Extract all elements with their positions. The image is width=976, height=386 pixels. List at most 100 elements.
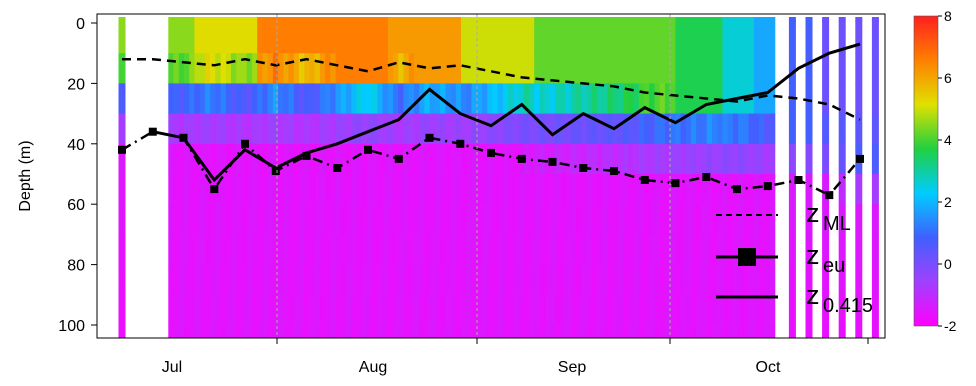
heatmap-column: [262, 143, 269, 175]
heatmap-column: [743, 294, 750, 326]
heatmap-column: [628, 113, 635, 145]
heatmap-column: [398, 264, 405, 296]
heatmap-column: [560, 264, 567, 296]
heatmap-column: [314, 83, 321, 115]
profile-bar: [805, 325, 813, 338]
heatmap-column: [346, 204, 352, 235]
heatmap-column: [173, 17, 180, 54]
heatmap-column: [502, 234, 509, 266]
legend: z MLz euz 0.415: [716, 198, 873, 317]
heatmap-column: [434, 204, 441, 235]
heatmap-column: [304, 264, 310, 296]
heatmap-column: [492, 113, 499, 145]
heatmap-column: [445, 294, 452, 326]
heatmap-column: [299, 264, 305, 296]
heatmap-column: [644, 325, 650, 338]
heatmap-column: [262, 294, 269, 326]
heatmap-column: [513, 174, 520, 205]
heatmap-column: [607, 294, 614, 326]
heatmap-column: [628, 53, 635, 84]
heatmap-column: [753, 17, 760, 54]
heatmap-column: [178, 325, 185, 338]
heatmap-column: [497, 204, 504, 235]
heatmap-column: [450, 113, 457, 145]
heatmap-column: [581, 234, 588, 266]
heatmap-column: [450, 204, 457, 235]
heatmap-column: [617, 264, 624, 296]
heatmap-column: [372, 264, 378, 296]
heatmap-column: [759, 204, 765, 235]
heatmap-column: [764, 294, 770, 326]
heatmap-column: [664, 325, 671, 338]
heatmap-column: [309, 113, 316, 145]
colorbar: 8 6 4 2 0 -2: [913, 8, 957, 334]
profile-bar: [855, 264, 863, 296]
heatmap-column: [513, 294, 520, 326]
heatmap-column: [712, 17, 718, 54]
heatmap-column: [476, 143, 483, 175]
heatmap-column: [701, 204, 708, 235]
heatmap-column: [455, 53, 462, 84]
heatmap-column: [340, 204, 347, 235]
heatmap-column: [654, 264, 661, 296]
heatmap-column: [732, 325, 739, 338]
heatmap-column: [356, 264, 363, 296]
heatmap-column: [607, 264, 614, 296]
heatmap-column: [644, 83, 650, 115]
heatmap-column: [508, 143, 514, 175]
heatmap-column: [382, 113, 389, 145]
heatmap-column: [340, 83, 347, 115]
heatmap-column: [429, 17, 436, 54]
heatmap-column: [565, 234, 572, 266]
heatmap-column: [597, 325, 603, 338]
heatmap-column: [393, 174, 399, 205]
heatmap-column: [199, 83, 206, 115]
heatmap-column: [591, 53, 598, 84]
heatmap-column: [753, 174, 760, 205]
profile-bar: [838, 17, 846, 54]
heatmap-column: [210, 234, 216, 266]
heatmap-column: [236, 17, 243, 54]
heatmap-column: [722, 325, 729, 338]
heatmap-column: [398, 83, 405, 115]
heatmap-column: [335, 113, 342, 145]
heatmap-column: [602, 234, 608, 266]
heatmap-column: [597, 264, 603, 296]
profile-bar: [788, 325, 796, 338]
series-point-zeu: [118, 145, 126, 154]
heatmap-column: [628, 174, 635, 205]
heatmap-column: [304, 113, 310, 145]
heatmap-column: [523, 234, 530, 266]
heatmap-column: [450, 264, 457, 296]
heatmap-column: [769, 234, 776, 266]
heatmap-column: [241, 83, 248, 115]
heatmap-column: [325, 325, 331, 338]
heatmap-column: [675, 143, 682, 175]
heatmap-column: [356, 174, 363, 205]
heatmap-column: [691, 143, 697, 175]
heatmap-column: [429, 174, 436, 205]
heatmap-column: [696, 53, 703, 84]
series-point-zeu: [364, 145, 372, 154]
heatmap-column: [633, 204, 640, 235]
heatmap-column: [335, 174, 342, 205]
heatmap-column: [513, 17, 520, 54]
heatmap-column: [738, 143, 744, 175]
profile-bar: [118, 294, 126, 326]
heatmap-column: [288, 53, 295, 84]
heatmap-column: [623, 143, 629, 175]
heatmap-column: [529, 174, 535, 205]
heatmap-column: [591, 234, 598, 266]
heatmap-column: [471, 204, 478, 235]
heatmap-column: [748, 294, 755, 326]
heatmap-column: [712, 294, 718, 326]
heatmap-column: [346, 17, 352, 54]
heatmap-column: [769, 17, 776, 54]
heatmap-column: [487, 83, 493, 115]
heatmap-column: [267, 143, 274, 175]
heatmap-column: [429, 294, 436, 326]
heatmap-column: [398, 113, 405, 145]
heatmap-column: [497, 113, 504, 145]
heatmap-column: [231, 53, 237, 84]
heatmap-column: [309, 174, 316, 205]
